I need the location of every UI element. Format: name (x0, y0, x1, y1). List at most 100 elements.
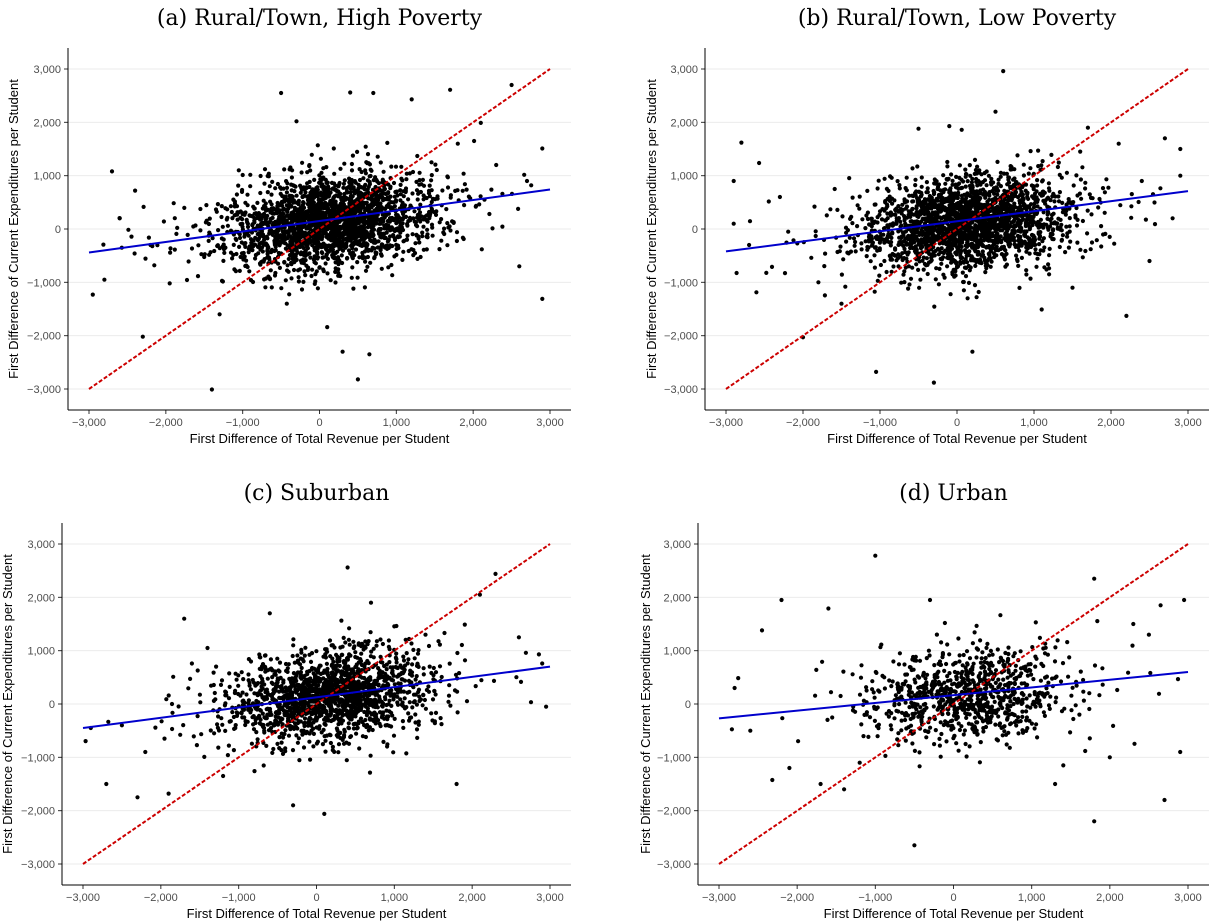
scatter-point (954, 195, 959, 200)
scatter-point (1071, 183, 1076, 188)
scatter-point (417, 178, 422, 183)
scatter-point (1026, 196, 1031, 201)
scatter-point (1057, 244, 1062, 250)
scatter-point (1029, 183, 1034, 188)
scatter-point (1004, 262, 1010, 267)
scatter-point (340, 349, 345, 354)
scatter-point (410, 191, 415, 196)
scatter-point (925, 271, 930, 277)
scatter-point (335, 237, 340, 242)
scatter-point (930, 210, 935, 215)
scatter-point (824, 213, 829, 218)
scatter-point (1099, 224, 1104, 229)
scatter-point (875, 186, 880, 191)
scatter-point (943, 240, 948, 245)
scatter-point (385, 140, 390, 145)
scatter-point (299, 287, 305, 292)
scatter-point (882, 258, 887, 264)
scatter-point (393, 189, 398, 195)
scatter-point (285, 181, 290, 186)
scatter-point (338, 246, 343, 251)
scatter-point (367, 770, 373, 775)
scatter-point (1103, 231, 1108, 236)
scatter-point (269, 285, 274, 290)
scatter-point (1080, 255, 1085, 260)
scatter-point (195, 668, 200, 673)
x-tick-label: −1,000 (226, 417, 260, 429)
scatter-point (1046, 186, 1052, 191)
scatter-point (1005, 237, 1010, 243)
scatter-point (206, 238, 211, 243)
scatter-point (910, 166, 915, 171)
scatter-point (1042, 265, 1047, 270)
scatter-point (1025, 216, 1030, 221)
scatter-point (990, 238, 995, 243)
scatter-point (841, 257, 846, 262)
scatter-point (429, 173, 434, 178)
scatter-point (392, 204, 397, 209)
scatter-point (1037, 242, 1042, 247)
scatter-point (904, 240, 909, 245)
scatter-point (342, 191, 347, 197)
scatter-point (764, 270, 769, 275)
scatter-point (245, 203, 250, 208)
scatter-point (984, 183, 989, 188)
scatter-point (886, 234, 891, 239)
scatter-point (430, 233, 435, 238)
scatter-point (977, 220, 982, 225)
scatter-point (973, 231, 978, 236)
scatter-point (938, 188, 943, 193)
scatter-point (394, 221, 399, 226)
scatter-point (933, 277, 938, 282)
scatter-point (234, 251, 239, 257)
scatter-point (417, 182, 422, 187)
scatter-point (940, 206, 945, 211)
scatter-point (311, 257, 316, 262)
scatter-point (1129, 215, 1134, 220)
scatter-point (245, 224, 251, 229)
scatter-point (286, 256, 291, 262)
scatter-point (1027, 227, 1032, 232)
scatter-point (438, 716, 443, 721)
scatter-point (446, 225, 451, 230)
scatter-point (199, 252, 204, 257)
scatter-point (245, 220, 250, 225)
scatter-point (747, 242, 752, 248)
scatter-point (141, 204, 146, 209)
scatter-point (948, 251, 953, 257)
scatter-point (958, 215, 963, 220)
scatter-point (418, 219, 423, 224)
scatter-point (219, 214, 224, 220)
scatter-point (882, 176, 887, 181)
scatter-point (258, 262, 263, 267)
scatter-point (445, 221, 450, 226)
scatter-point (414, 727, 420, 732)
scatter-point (284, 203, 289, 208)
scatter-point (984, 230, 989, 235)
scatter-point (414, 233, 419, 238)
scatter-point (986, 256, 991, 262)
scatter-point (421, 183, 427, 188)
scatter-point (266, 171, 271, 176)
scatter-point (1021, 201, 1026, 206)
scatter-point (418, 202, 423, 207)
scatter-point (213, 207, 219, 212)
scatter-point (333, 241, 338, 246)
scatter-point (399, 164, 404, 169)
scatter-point (1096, 205, 1101, 210)
scatter-point (169, 701, 175, 707)
scatter-point (282, 219, 287, 224)
scatter-point (522, 172, 527, 177)
scatter-point (445, 185, 451, 190)
scatter-point (999, 223, 1004, 228)
scatter-point (256, 251, 261, 256)
scatter-point (851, 236, 857, 241)
scatter-point (1083, 186, 1088, 191)
scatter-point (1028, 166, 1033, 171)
scatter-point (924, 190, 929, 195)
scatter-point (240, 221, 245, 226)
scatter-point (319, 245, 324, 250)
scatter-point (239, 189, 245, 194)
scatter-point (328, 190, 333, 195)
scatter-point (1087, 192, 1092, 197)
